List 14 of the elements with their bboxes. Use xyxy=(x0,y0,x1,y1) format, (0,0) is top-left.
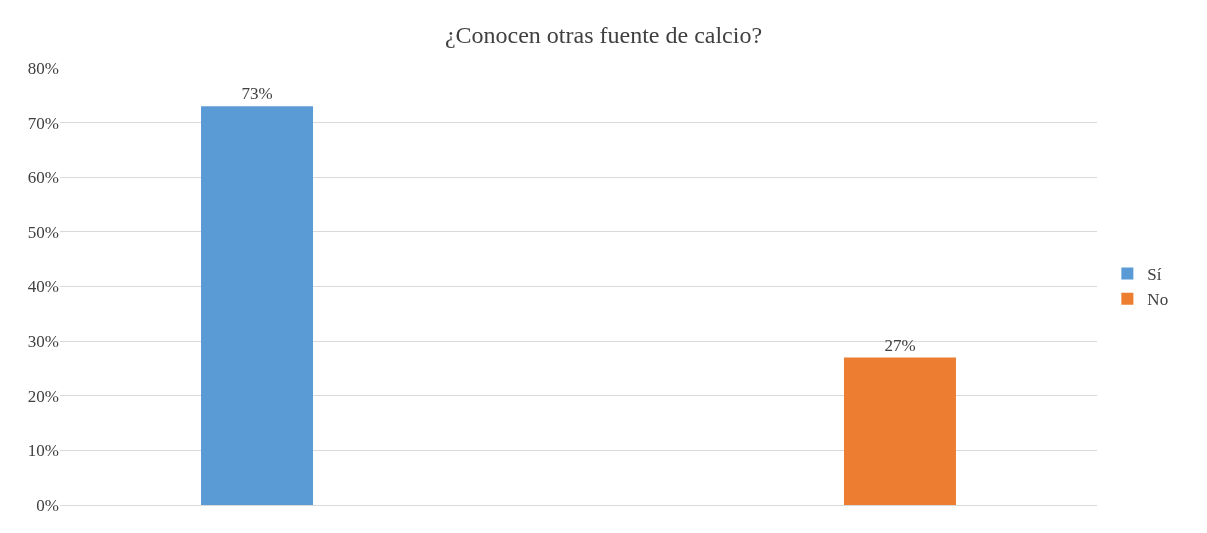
legend-label: Sí xyxy=(1147,265,1162,285)
chart-title: ¿Conocen otras fuente de calcio? xyxy=(444,22,763,49)
y-tick-label: 50% xyxy=(27,222,59,242)
y-tick-label: 80% xyxy=(27,58,59,78)
y-tick-label: 20% xyxy=(27,386,59,406)
y-tick-label: 0% xyxy=(36,495,59,515)
y-tick-label: 10% xyxy=(27,441,59,461)
y-tick-label: 70% xyxy=(27,113,59,133)
y-tick-label: 40% xyxy=(27,277,59,297)
data-label: 73% xyxy=(241,84,273,104)
data-label: 27% xyxy=(884,335,916,355)
legend-label: No xyxy=(1147,290,1169,310)
y-tick-label: 30% xyxy=(27,332,59,352)
y-tick-label: 60% xyxy=(27,168,59,188)
